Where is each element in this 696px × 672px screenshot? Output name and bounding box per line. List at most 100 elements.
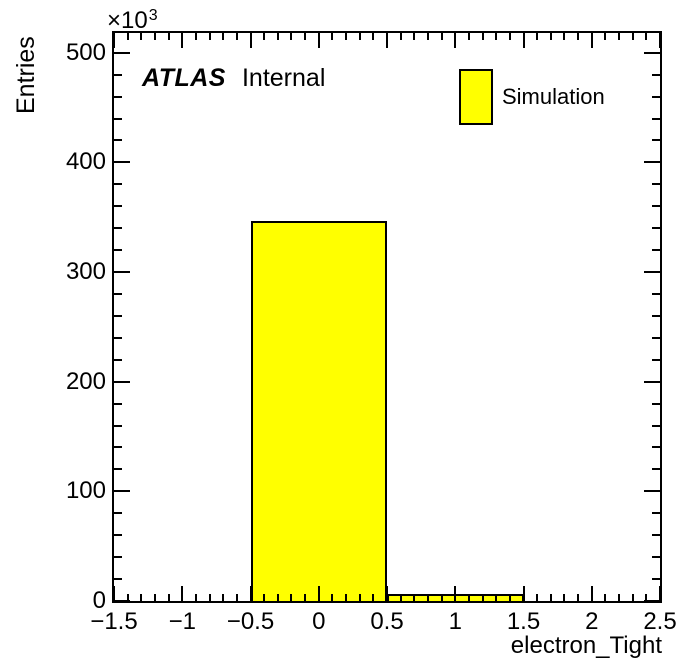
tick-mark	[652, 314, 660, 317]
y-tick-label: 0	[92, 587, 106, 614]
tick-mark	[386, 586, 388, 601]
histogram-bar	[250, 221, 387, 601]
y-tick-label: 500	[65, 38, 106, 66]
tick-mark	[644, 490, 660, 493]
tick-mark	[426, 594, 429, 601]
tick-mark	[652, 183, 660, 186]
tick-mark	[114, 512, 122, 515]
tick-mark	[153, 594, 156, 601]
tick-mark	[563, 33, 566, 40]
tick-mark	[167, 33, 170, 40]
tick-mark	[126, 594, 129, 601]
tick-mark	[652, 358, 660, 361]
tick-mark	[454, 33, 457, 48]
tick-mark	[652, 446, 660, 449]
tick-mark	[549, 33, 552, 40]
tick-mark	[114, 161, 130, 164]
tick-mark	[652, 139, 660, 142]
tick-mark	[399, 594, 402, 601]
tick-mark	[652, 336, 660, 339]
tick-mark	[495, 33, 498, 40]
tick-mark	[208, 33, 211, 40]
tick-mark	[263, 33, 266, 40]
y-tick-label: 200	[65, 367, 106, 395]
tick-mark	[467, 33, 470, 40]
tick-mark	[644, 51, 660, 54]
tick-mark	[652, 424, 660, 427]
tick-mark	[631, 33, 634, 40]
atlas-annotation: ATLAS Internal	[142, 64, 325, 93]
tick-mark	[631, 594, 634, 601]
tick-mark	[114, 446, 122, 449]
tick-mark	[208, 594, 211, 601]
tick-mark	[114, 424, 122, 427]
tick-mark	[290, 594, 293, 601]
tick-mark	[652, 292, 660, 295]
x-tick-label: 1	[448, 608, 462, 635]
tick-mark	[140, 594, 143, 601]
tick-mark	[194, 33, 197, 40]
y-axis-multiplier-exponent: 3	[148, 7, 158, 24]
tick-mark	[114, 117, 122, 120]
tick-mark	[495, 594, 498, 601]
tick-mark	[652, 556, 660, 559]
tick-mark	[114, 468, 122, 471]
tick-mark	[522, 33, 525, 48]
tick-mark	[481, 33, 484, 40]
tick-mark	[652, 205, 660, 208]
tick-mark	[276, 33, 279, 40]
tick-mark	[194, 594, 197, 601]
tick-mark	[645, 594, 648, 601]
tick-mark	[113, 586, 115, 601]
tick-mark	[126, 33, 129, 40]
tick-mark	[317, 33, 320, 48]
tick-mark	[317, 586, 320, 601]
tick-mark	[386, 33, 388, 48]
tick-mark	[114, 271, 130, 274]
tick-mark	[222, 594, 225, 601]
tick-mark	[304, 33, 307, 40]
tick-mark	[536, 594, 539, 601]
tick-mark	[454, 586, 457, 601]
tick-mark	[153, 33, 156, 40]
tick-mark	[426, 33, 429, 40]
tick-mark	[276, 594, 279, 601]
x-tick-label: 1.5	[506, 608, 541, 635]
tick-mark	[114, 534, 122, 537]
tick-mark	[604, 594, 607, 601]
tick-mark	[440, 33, 443, 40]
y-tick-label: 300	[65, 258, 106, 286]
x-tick-label: 0	[312, 608, 326, 635]
tick-mark	[413, 33, 416, 40]
tick-mark	[114, 51, 130, 54]
tick-mark	[181, 33, 184, 48]
tick-mark	[563, 594, 566, 601]
tick-mark	[114, 183, 122, 186]
tick-mark	[114, 73, 122, 76]
tick-mark	[618, 33, 621, 40]
tick-mark	[235, 594, 238, 601]
tick-mark	[577, 33, 580, 40]
atlas-brand-text: ATLAS	[142, 64, 226, 92]
legend-label: Simulation	[502, 84, 605, 109]
x-axis-title: electron_Tight	[510, 632, 662, 659]
tick-mark	[590, 586, 593, 601]
tick-mark	[481, 594, 484, 601]
tick-mark	[644, 161, 660, 164]
tick-mark	[222, 33, 225, 40]
tick-mark	[358, 594, 361, 601]
tick-mark	[644, 380, 660, 383]
tick-mark	[645, 33, 648, 40]
tick-mark	[114, 314, 122, 317]
tick-mark	[652, 249, 660, 252]
tick-mark	[331, 33, 334, 40]
tick-mark	[618, 594, 621, 601]
tick-mark	[114, 490, 130, 493]
tick-mark	[467, 594, 470, 601]
tick-mark	[652, 578, 660, 581]
tick-mark	[652, 95, 660, 98]
tick-mark	[114, 292, 122, 295]
tick-mark	[114, 249, 122, 252]
